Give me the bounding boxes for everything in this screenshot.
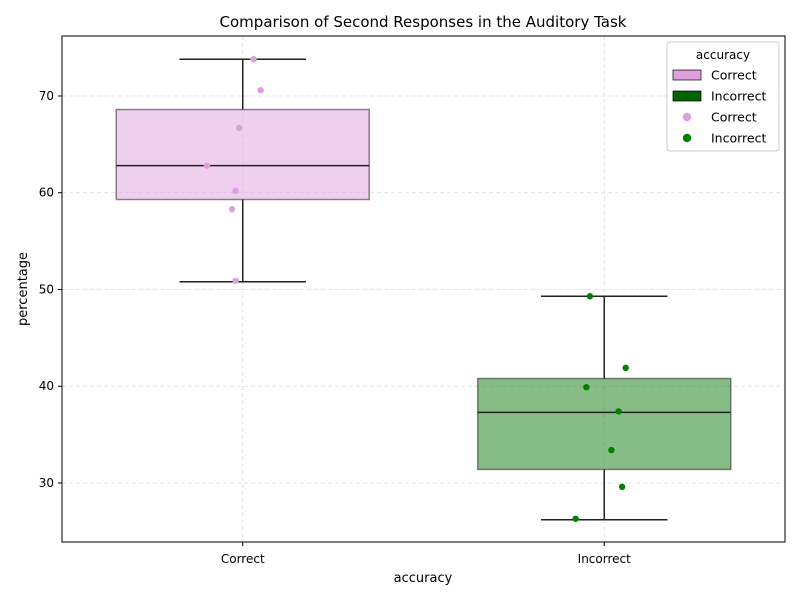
y-axis-label: percentage bbox=[16, 252, 31, 326]
data-point bbox=[228, 205, 236, 213]
legend-patch bbox=[672, 69, 702, 81]
points bbox=[203, 56, 629, 522]
legend: accuracy Correct Incorrect Correct Incorrect bbox=[666, 41, 780, 152]
ticks: 30 40 50 60 70 Correct Incorrect bbox=[39, 89, 631, 566]
data-point bbox=[586, 293, 594, 300]
data-point bbox=[250, 56, 257, 63]
data-point bbox=[583, 384, 590, 391]
x-tick-label: Correct bbox=[221, 552, 265, 566]
y-tick-label: 70 bbox=[39, 89, 54, 103]
data-point bbox=[572, 515, 579, 522]
legend-label: Incorrect bbox=[711, 131, 766, 146]
legend-marker bbox=[682, 112, 692, 122]
y-tick-label: 40 bbox=[39, 379, 54, 393]
data-point bbox=[622, 364, 629, 372]
data-point bbox=[615, 408, 622, 415]
x-axis-label: accuracy bbox=[394, 571, 453, 586]
data-point bbox=[618, 483, 626, 491]
data-point bbox=[232, 277, 239, 284]
legend-patch bbox=[672, 90, 702, 102]
box-incorrect bbox=[476, 377, 732, 471]
legend-label: Incorrect bbox=[711, 89, 766, 104]
legend-title: accuracy bbox=[696, 48, 750, 62]
y-tick-label: 60 bbox=[39, 186, 54, 200]
data-point bbox=[257, 86, 264, 94]
legend-box bbox=[666, 41, 780, 152]
data-point bbox=[203, 162, 211, 169]
data-point bbox=[232, 187, 239, 194]
chart-title: Comparison of Second Responses in the Au… bbox=[220, 13, 627, 31]
boxes bbox=[115, 58, 732, 521]
box-correct bbox=[115, 108, 371, 201]
data-point bbox=[608, 446, 615, 454]
legend-label: Correct bbox=[711, 68, 757, 83]
y-tick-label: 30 bbox=[39, 476, 54, 490]
x-tick-label: Incorrect bbox=[578, 552, 631, 566]
legend-marker bbox=[682, 133, 692, 143]
legend-label: Correct bbox=[711, 110, 757, 125]
data-point bbox=[235, 124, 243, 132]
y-tick-label: 50 bbox=[39, 282, 54, 296]
